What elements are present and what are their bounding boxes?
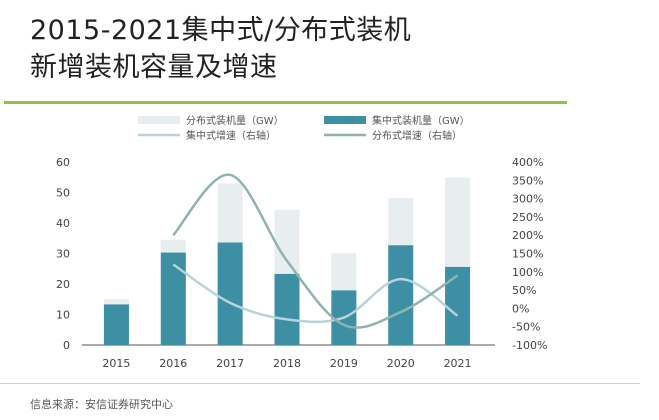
line-centralized-growth — [172, 263, 459, 324]
legend-swatch — [324, 116, 366, 124]
y-tick-label: 60 — [56, 156, 70, 169]
y-tick-label: 40 — [56, 217, 70, 230]
x-tick-label: 2020 — [387, 357, 415, 370]
bar-centralized — [160, 252, 186, 345]
y2-tick-label: 350% — [512, 174, 543, 187]
y2-tick-label: 0% — [512, 302, 529, 315]
source-note: 信息来源：安信证券研究中心 — [30, 398, 173, 411]
footer-divider — [0, 383, 640, 384]
bar-centralized — [445, 266, 471, 345]
bar-centralized — [103, 304, 129, 345]
x-tick-label: 2016 — [159, 357, 187, 370]
x-tick-label: 2021 — [444, 357, 472, 370]
chart-title-line1: 2015-2021集中式/分布式装机 — [30, 15, 412, 46]
y2-tick-label: -100% — [512, 339, 547, 352]
y2-tick-label: 200% — [512, 229, 543, 242]
legend-label: 分布式装机量（GW） — [186, 114, 284, 127]
y2-tick-label: 400% — [512, 156, 543, 169]
legend-label: 集中式增速（右轴） — [186, 129, 276, 142]
y2-tick-label: -50% — [512, 321, 540, 334]
bar-centralized — [388, 245, 414, 345]
y-tick-label: 0 — [63, 339, 70, 352]
chart-title: 2015-2021集中式/分布式装机 新增装机容量及增速 — [30, 12, 411, 86]
x-tick-label: 2019 — [330, 357, 358, 370]
y-tick-label: 20 — [56, 278, 70, 291]
y2-tick-label: 150% — [512, 248, 543, 261]
y-tick-label: 50 — [56, 187, 70, 200]
x-tick-label: 2015 — [102, 357, 130, 370]
legend-swatch — [138, 116, 180, 124]
y2-tick-label: 50% — [512, 284, 536, 297]
chart-title-line2: 新增装机容量及增速 — [30, 52, 278, 83]
line-distributed-growth — [172, 173, 459, 329]
y2-tick-label: 300% — [512, 193, 543, 206]
x-tick-label: 2018 — [273, 357, 301, 370]
bar-centralized — [274, 273, 300, 345]
bar-centralized — [217, 242, 243, 345]
y2-tick-label: 250% — [512, 211, 543, 224]
y-tick-label: 30 — [56, 248, 70, 261]
y2-tick-label: 100% — [512, 266, 543, 279]
chart-area: 0 10 20 30 40 50 60 -100% -50% 0% 50% 100% 150% 200% 2… — [56, 114, 547, 370]
title-divider — [4, 101, 567, 104]
x-tick-label: 2017 — [216, 357, 244, 370]
legend-label: 分布式增速（右轴） — [372, 129, 462, 142]
y-tick-label: 10 — [56, 309, 70, 322]
legend-label: 集中式装机量（GW） — [372, 114, 470, 127]
